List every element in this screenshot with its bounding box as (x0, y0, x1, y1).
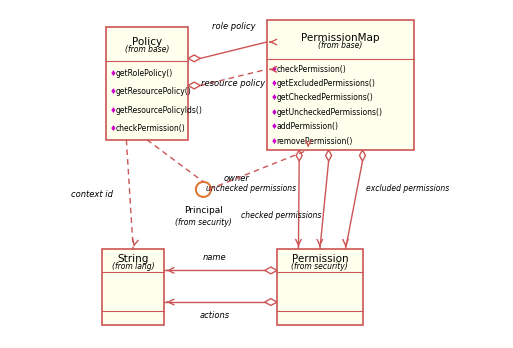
Text: addPermission(): addPermission() (277, 122, 339, 132)
Text: (from base): (from base) (318, 41, 363, 50)
Bar (106, 27, 188, 140)
Text: owner: owner (224, 174, 250, 183)
Text: ♦: ♦ (271, 137, 278, 146)
Text: checkPermission(): checkPermission() (115, 124, 185, 133)
Text: excluded permissions: excluded permissions (366, 183, 449, 192)
Text: getCheckedPermissions(): getCheckedPermissions() (277, 94, 373, 102)
Text: getResourcePolicyIds(): getResourcePolicyIds() (115, 106, 202, 115)
Text: ♦: ♦ (110, 87, 117, 96)
Text: PermissionMap: PermissionMap (301, 33, 380, 43)
Text: (from lang): (from lang) (112, 262, 154, 271)
Text: (from security): (from security) (175, 218, 232, 227)
Text: checkPermission(): checkPermission() (277, 65, 346, 73)
Bar (277, 249, 363, 325)
Text: checked permissions: checked permissions (242, 211, 322, 220)
Text: (from security): (from security) (291, 262, 348, 271)
Text: name: name (203, 253, 226, 262)
Text: getRolePolicy(): getRolePolicy() (115, 69, 173, 78)
Text: unchecked permissions: unchecked permissions (206, 183, 295, 192)
Text: removePermission(): removePermission() (277, 137, 353, 146)
Text: Permission: Permission (291, 254, 348, 264)
Text: ♦: ♦ (110, 124, 117, 133)
Text: String: String (117, 254, 149, 264)
Text: ♦: ♦ (271, 108, 278, 117)
Bar (267, 20, 414, 150)
Text: Policy: Policy (132, 37, 162, 47)
Text: ♦: ♦ (271, 94, 278, 102)
Text: role policy: role policy (212, 22, 255, 31)
Text: Principal: Principal (184, 206, 223, 214)
Text: ♦: ♦ (271, 79, 278, 88)
Text: context id: context id (71, 190, 113, 199)
Text: getExcludedPermissions(): getExcludedPermissions() (277, 79, 375, 88)
Text: actions: actions (200, 311, 229, 319)
Text: ♦: ♦ (271, 122, 278, 132)
Text: getUncheckedPermissions(): getUncheckedPermissions() (277, 108, 382, 117)
Bar (103, 249, 164, 325)
Text: (from base): (from base) (125, 45, 169, 54)
Text: ♦: ♦ (271, 65, 278, 73)
Text: resource policy: resource policy (202, 79, 266, 88)
Text: ♦: ♦ (110, 69, 117, 78)
Text: getResourcePolicy(): getResourcePolicy() (115, 87, 191, 96)
Text: ♦: ♦ (110, 106, 117, 115)
